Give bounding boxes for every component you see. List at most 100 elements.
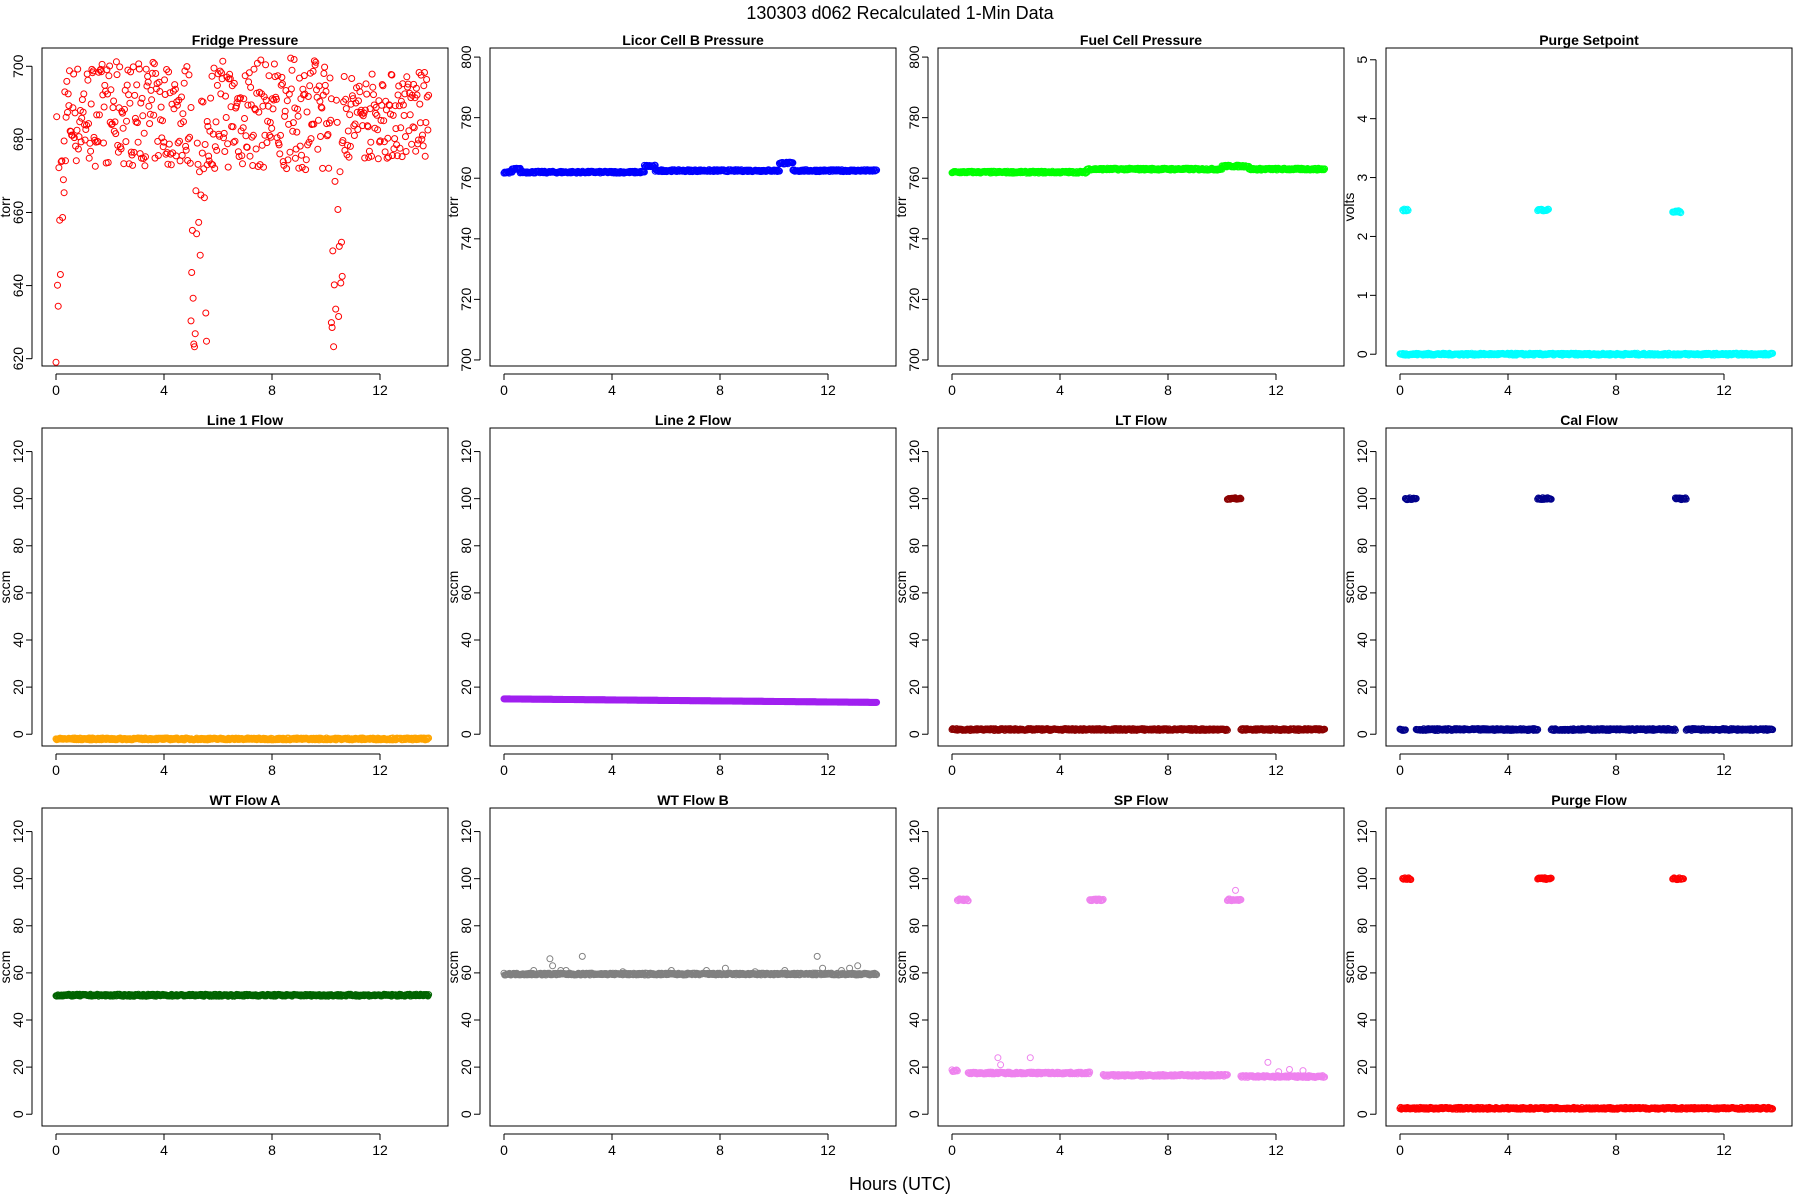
x-tick-label: 0 [52,382,60,398]
data-point [188,269,196,276]
data-point [101,81,109,89]
y-tick-label: 80 [458,538,474,554]
data-point [74,65,82,73]
data-point [120,160,128,168]
x-tick-label: 8 [716,382,724,398]
data-point [294,112,302,120]
data-point [333,118,341,126]
x-tick-label: 8 [1164,762,1172,778]
data-point [121,105,128,113]
data-point [125,91,133,99]
data-point [64,90,72,98]
data-point [119,124,127,132]
data-point [129,63,137,71]
data-point [873,166,881,174]
data-point [210,64,218,72]
data-points [948,494,1329,734]
x-tick-label: 4 [1056,382,1064,398]
data-point [243,143,251,151]
y-tick-label: 120 [906,440,922,464]
data-point [338,238,345,246]
data-point [178,93,185,101]
data-point [284,156,292,164]
data-point [332,305,340,313]
data-point [161,91,169,98]
data-point [226,75,234,83]
data-point [123,117,130,125]
data-points [52,734,433,744]
data-point [236,95,244,103]
data-point [60,137,68,145]
data-point [256,88,263,96]
data-point [253,59,261,67]
data-point [241,72,249,80]
data-point [1321,165,1329,173]
data-point [202,309,210,317]
data-point [213,81,221,89]
data-point [245,69,253,77]
data-point [68,131,76,139]
data-point [391,102,399,110]
y-axis-label: sccm [893,571,909,604]
y-tick-label: 740 [906,227,922,251]
data-point [142,153,149,161]
data-point [169,87,177,95]
data-point [173,101,181,109]
x-tick-label: 12 [372,382,388,398]
data-point [88,65,96,73]
data-point [228,82,236,90]
data-point [77,138,85,146]
plot-frame [937,427,1345,747]
x-tick-label: 0 [52,1142,60,1158]
data-point [148,69,156,77]
data-point [52,358,60,366]
data-point [211,143,219,151]
y-tick-label: 100 [10,867,26,891]
data-point [138,94,146,102]
data-point [87,147,95,155]
data-point [300,72,308,80]
data-point [140,155,147,162]
x-tick-label: 12 [1268,382,1284,398]
data-point [342,95,350,103]
data-point [401,90,409,98]
x-tick-label: 8 [268,762,276,778]
data-point [362,80,370,88]
data-point [274,72,282,80]
data-point [207,94,215,102]
y-tick-label: 100 [10,487,26,511]
data-point [200,165,208,173]
data-point [368,70,376,78]
data-point [789,159,797,167]
data-point [261,131,269,139]
data-point [191,330,199,338]
data-points [500,158,881,177]
data-point [279,158,287,166]
data-point [419,131,426,139]
data-point [293,128,301,136]
data-point [327,319,335,327]
data-point [239,160,246,168]
x-tick-label: 12 [820,762,836,778]
data-point [421,152,429,160]
data-point [159,117,166,125]
figure-title: 130303 d062 Recalculated 1-Min Data [746,3,1054,23]
data-point [272,95,280,103]
data-point [65,102,73,110]
data-point [220,134,227,142]
data-point [315,116,322,124]
panel-title: LT Flow [1115,412,1167,428]
data-point [394,91,402,99]
panel-title: WT Flow A [209,792,280,808]
data-point [153,80,161,88]
y-tick-label: 120 [458,440,474,464]
y-tick-label: 120 [1354,440,1370,464]
data-point [222,114,230,121]
data-point [340,73,348,80]
plot-frame [489,47,897,367]
data-point [373,111,381,119]
panel-title: Line 1 Flow [207,412,283,428]
